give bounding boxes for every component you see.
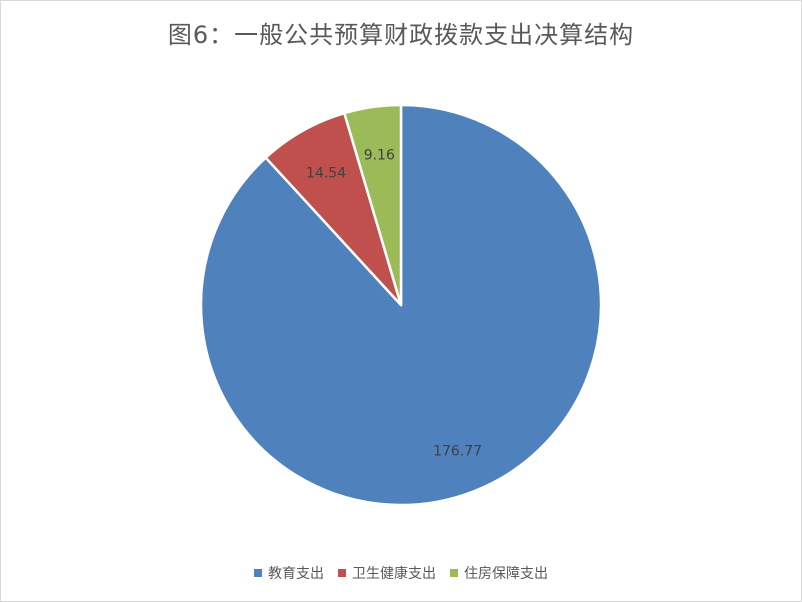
legend-label-health: 卫生健康支出 (352, 566, 436, 582)
chart-title: 图6：一般公共预算财政拨款支出决算结构 (167, 21, 635, 49)
legend-label-education: 教育支出 (268, 566, 324, 582)
legend: 教育支出 卫生健康支出 住房保障支出 (1, 563, 801, 583)
data-label-health: 14.54 (306, 166, 346, 182)
legend-swatch-education (254, 569, 262, 577)
legend-label-housing: 住房保障支出 (464, 566, 548, 582)
legend-item-housing: 住房保障支出 (450, 563, 548, 583)
pie-slice-housing (343, 103, 403, 307)
legend-item-education: 教育支出 (254, 563, 324, 583)
data-label-housing: 9.16 (364, 148, 395, 164)
legend-item-health: 卫生健康支出 (338, 563, 436, 583)
legend-swatch-health (338, 569, 346, 577)
legend-swatch-housing (450, 569, 458, 577)
data-label-education: 176.77 (433, 443, 482, 459)
